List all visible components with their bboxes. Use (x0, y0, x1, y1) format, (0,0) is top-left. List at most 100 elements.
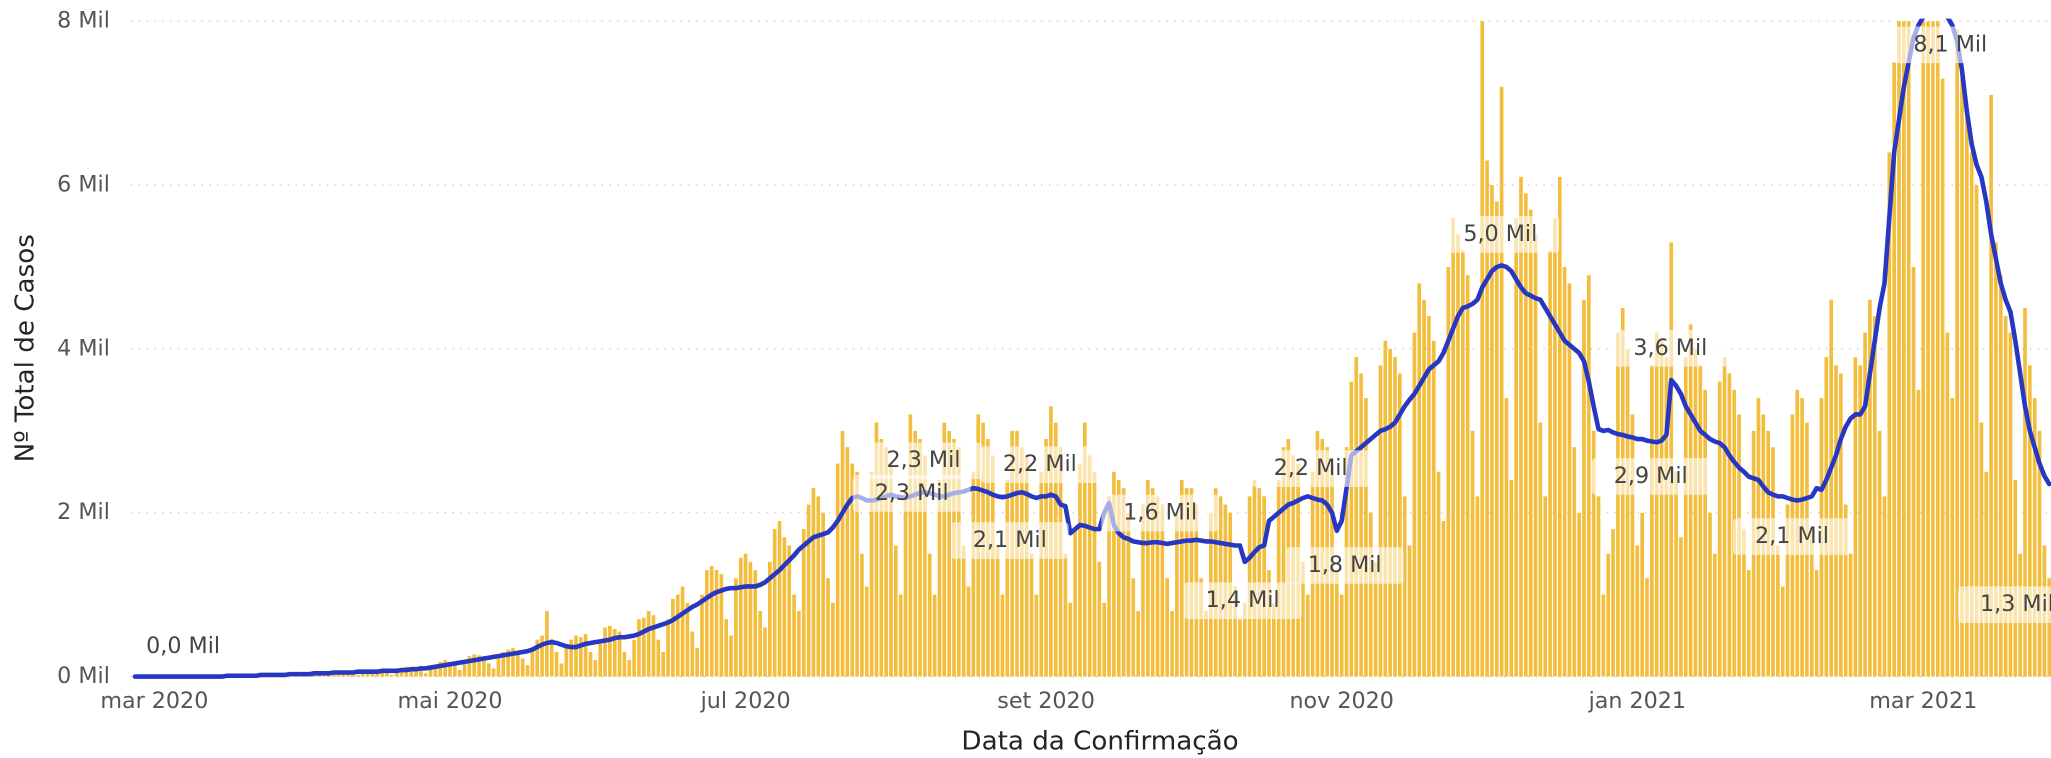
bar (1945, 332, 1950, 677)
bar (1092, 471, 1097, 677)
bar (1456, 234, 1460, 677)
bar (1281, 447, 1286, 677)
bar (1872, 316, 1877, 677)
bar (462, 660, 467, 677)
bar (724, 619, 729, 677)
bar (1199, 578, 1203, 677)
bar (1863, 332, 1867, 677)
bar (1078, 463, 1082, 677)
bar (937, 479, 942, 677)
bar (1034, 594, 1039, 677)
annotation-box (950, 522, 1069, 559)
bar (1422, 299, 1426, 677)
x-tick-label: jul 2020 (700, 688, 791, 714)
bar (540, 635, 544, 677)
bar (1892, 62, 1896, 677)
y-axis-title: Nº Total de Casos (11, 234, 41, 462)
annotation-box (1183, 582, 1302, 620)
bar (1902, 21, 1906, 677)
bar (472, 654, 477, 677)
bar (1058, 447, 1063, 677)
bar (2032, 398, 2037, 677)
bar (1301, 561, 1305, 677)
bar (1184, 488, 1189, 677)
bar (1267, 570, 1271, 677)
bar (1242, 602, 1247, 677)
bar (1305, 594, 1310, 677)
bar (1339, 594, 1344, 677)
bar (1935, 21, 1940, 677)
y-tick-label: 0 Mil (57, 663, 110, 689)
bar (428, 668, 433, 677)
bar (1519, 176, 1523, 677)
bar (743, 553, 748, 677)
bar (1383, 340, 1388, 677)
bar (913, 430, 918, 677)
bar (1451, 217, 1455, 677)
annotation-box (1101, 494, 1220, 532)
annotation: 2,1 Mil (1755, 523, 1829, 549)
bar (530, 647, 535, 677)
bar (1359, 373, 1363, 677)
bar (884, 447, 888, 677)
bar (637, 619, 641, 677)
bar (966, 586, 971, 677)
bar (2003, 316, 2008, 677)
bar (1102, 602, 1107, 677)
bar (632, 639, 636, 677)
bar (389, 674, 394, 677)
bar (1548, 250, 1552, 677)
bar (1073, 529, 1077, 677)
bar (704, 570, 709, 677)
bar (1553, 217, 1557, 677)
bar (1640, 512, 1644, 677)
bar (801, 529, 806, 677)
bar (1490, 185, 1494, 677)
bar (409, 667, 414, 677)
bar (700, 594, 704, 677)
bar (1979, 422, 1984, 677)
bar (1213, 488, 1218, 677)
bar (1533, 234, 1538, 677)
bar (2023, 307, 2027, 677)
bar (695, 647, 699, 677)
bar (1204, 611, 1208, 677)
annotation-box (1251, 450, 1370, 487)
bar (1524, 193, 1528, 677)
bar (1427, 316, 1431, 677)
bar (1776, 545, 1780, 677)
bar (758, 611, 762, 677)
x-tick-label: mai 2020 (397, 688, 502, 714)
bar (1499, 86, 1504, 677)
bar (1960, 62, 1964, 677)
bar (748, 561, 753, 677)
bar (1683, 357, 1688, 677)
bar (1713, 553, 1717, 677)
bar (433, 664, 438, 677)
bar (1679, 537, 1683, 677)
bar (1645, 578, 1649, 677)
bar (1921, 21, 1926, 677)
bar (1160, 504, 1165, 677)
bar (860, 553, 864, 677)
bar (1829, 299, 1833, 677)
bar (1567, 283, 1572, 677)
bar (821, 512, 825, 677)
bar (772, 529, 777, 677)
bar (714, 570, 719, 677)
line (132, 18, 2051, 679)
bar (608, 625, 612, 677)
bar (1364, 398, 1368, 677)
lines (132, 18, 2051, 679)
x-tick-label: mar 2020 (100, 688, 208, 714)
bar (2008, 332, 2013, 677)
bar (1708, 512, 1712, 677)
bar (1494, 201, 1499, 677)
bar (1940, 78, 1945, 677)
bar (1024, 455, 1029, 677)
bar (574, 635, 578, 677)
bar (486, 663, 491, 677)
bar (1717, 381, 1722, 677)
bar (1514, 217, 1518, 677)
bar (1742, 529, 1746, 677)
